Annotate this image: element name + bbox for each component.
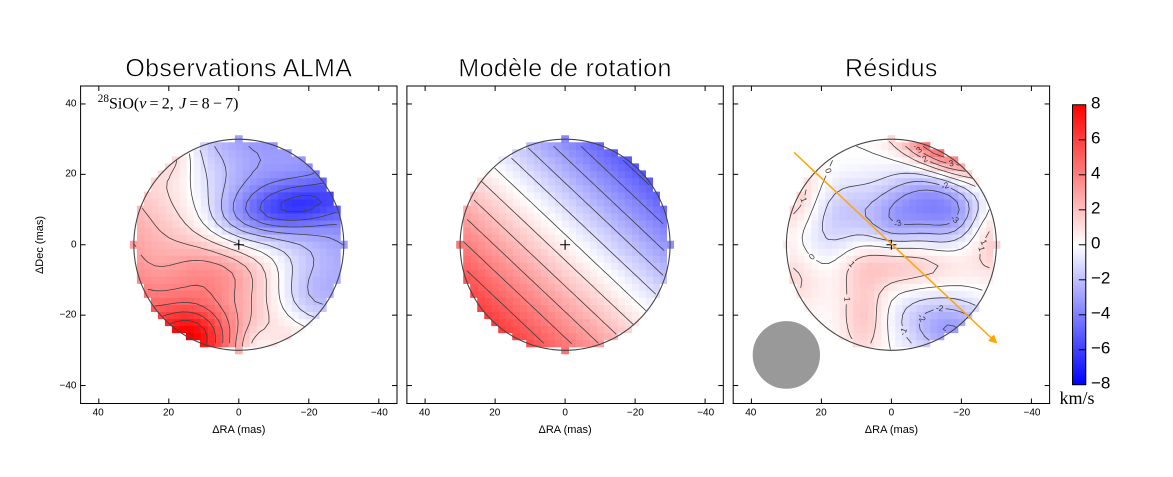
svg-text:0: 0 bbox=[807, 251, 818, 262]
svg-text:3: 3 bbox=[948, 158, 955, 169]
svg-text:1: 1 bbox=[847, 259, 858, 270]
svg-text:0: 0 bbox=[823, 167, 834, 175]
svg-text:-2: -2 bbox=[916, 312, 929, 324]
svg-text:-3: -3 bbox=[893, 217, 903, 229]
svg-text:1: 1 bbox=[798, 196, 809, 204]
svg-text:-2: -2 bbox=[940, 180, 950, 192]
svg-text:-1: -1 bbox=[897, 326, 909, 337]
svg-text:1: 1 bbox=[842, 297, 852, 302]
svg-text:1: 1 bbox=[978, 238, 989, 247]
svg-text:-2: -2 bbox=[935, 303, 944, 314]
svg-text:1: 1 bbox=[976, 245, 987, 253]
svg-text:2: 2 bbox=[920, 153, 929, 164]
svg-text:3: 3 bbox=[914, 144, 924, 155]
